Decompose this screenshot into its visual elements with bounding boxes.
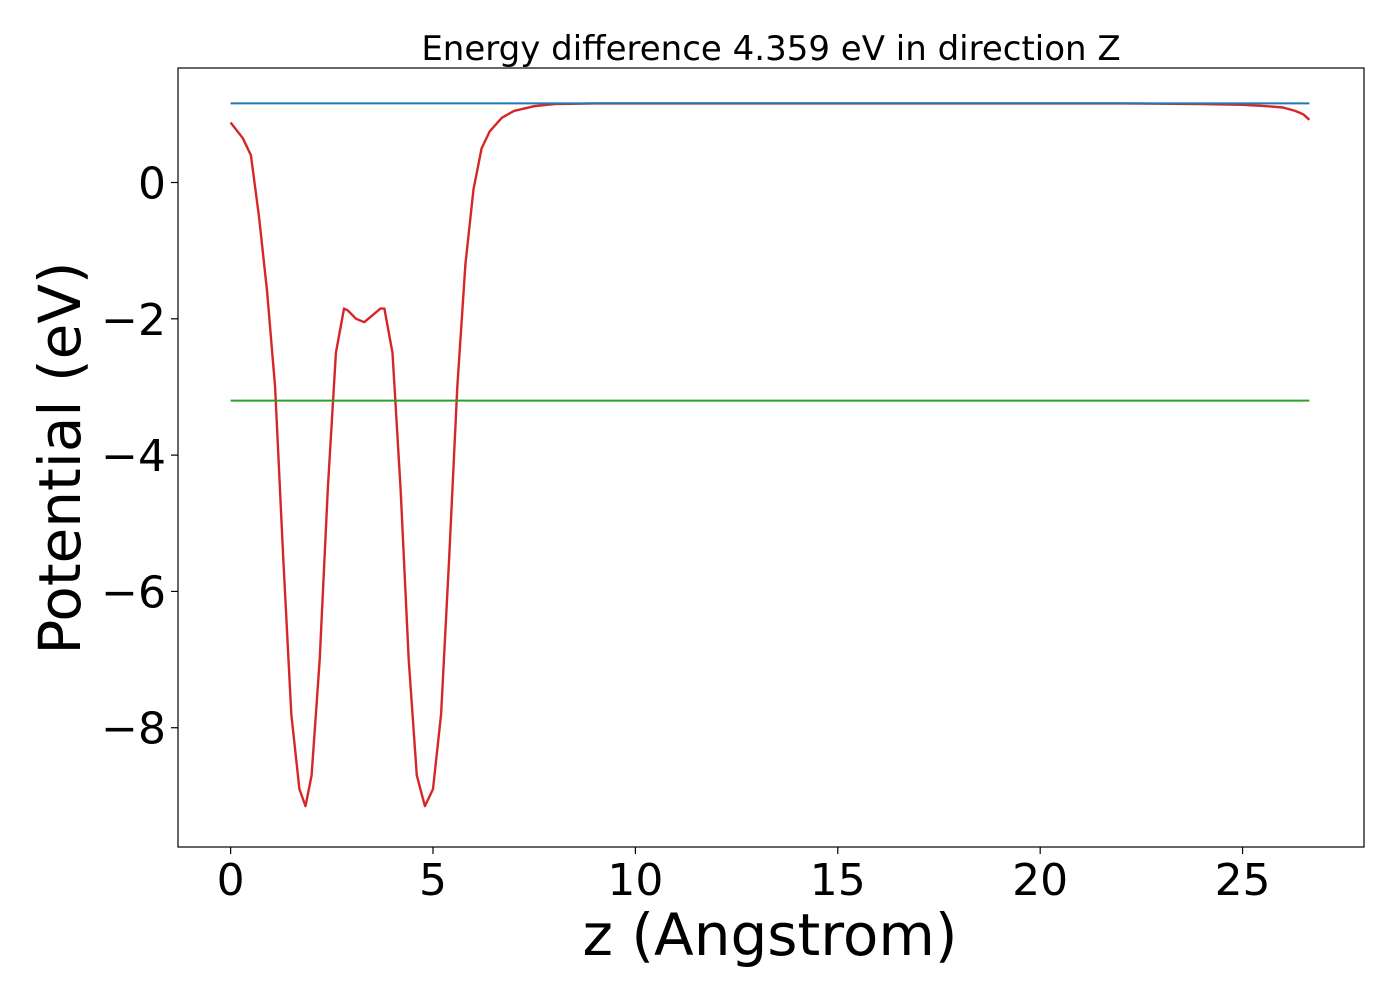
x-axis-label: z (Angstrom) xyxy=(583,901,958,969)
y-tick-label: −6 xyxy=(101,567,166,618)
y-tick-label: −8 xyxy=(101,704,166,755)
y-tick-label: −2 xyxy=(101,295,166,346)
x-tick-label: 15 xyxy=(810,855,866,906)
y-tick-label: 0 xyxy=(138,158,166,209)
chart-title: Energy difference 4.359 eV in direction … xyxy=(421,29,1120,69)
y-axis-ticks: 0 −2 −4 −6 −8 xyxy=(101,158,178,755)
plot-area xyxy=(229,102,1311,808)
x-axis-ticks: 0 5 10 15 20 25 xyxy=(217,847,1271,906)
x-tick-label: 10 xyxy=(607,855,663,906)
y-axis-label: Potential (eV) xyxy=(26,261,94,654)
x-tick-label: 25 xyxy=(1215,855,1271,906)
y-tick-label: −4 xyxy=(101,431,166,482)
x-tick-label: 0 xyxy=(217,855,245,906)
axes-frame xyxy=(177,67,1365,848)
x-tick-label: 20 xyxy=(1012,855,1068,906)
x-tick-label: 5 xyxy=(419,855,447,906)
